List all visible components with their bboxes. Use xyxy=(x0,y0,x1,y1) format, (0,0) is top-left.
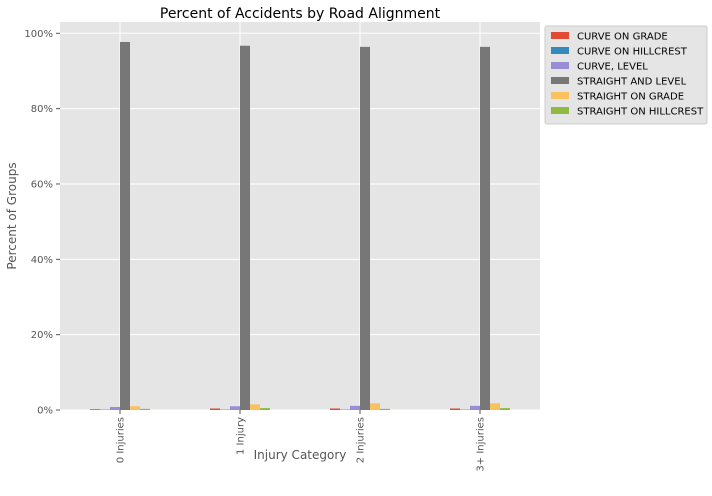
bar xyxy=(470,405,480,410)
bar xyxy=(330,408,340,410)
bar xyxy=(140,408,150,410)
bar xyxy=(210,408,220,410)
y-tick-label: 80% xyxy=(31,104,53,115)
legend-label: CURVE, LEVEL xyxy=(577,62,648,73)
legend-swatch xyxy=(551,92,569,99)
bar xyxy=(120,41,130,410)
bar xyxy=(500,408,510,410)
bar xyxy=(130,406,140,410)
bar xyxy=(250,404,260,410)
bar xyxy=(260,408,270,410)
bar xyxy=(90,409,100,410)
legend: CURVE ON GRADE CURVE ON HILLCREST CURVE, L… xyxy=(544,25,708,125)
y-axis-ticks: 0% 20% 40% 60% 80% 100% xyxy=(24,29,60,417)
legend-swatch xyxy=(551,47,569,54)
y-axis-title: Percent of Groups xyxy=(5,162,19,269)
bar xyxy=(240,45,250,410)
legend-swatch xyxy=(551,107,569,114)
bar xyxy=(490,403,500,410)
x-tick-label: 0 Injuries xyxy=(116,417,127,463)
y-tick-label: 20% xyxy=(31,330,53,341)
bar xyxy=(480,46,490,411)
x-tick-label: 3+ Injuries xyxy=(476,417,487,472)
legend-label: CURVE ON HILLCREST xyxy=(577,47,688,58)
plot-background xyxy=(60,22,540,410)
legend-label: STRAIGHT AND LEVEL xyxy=(577,77,687,88)
y-tick-label: 0% xyxy=(37,406,53,417)
bar xyxy=(370,403,380,410)
x-axis-ticks: 0 Injuries 1 Injury 2 Injuries 3+ Injuries xyxy=(116,410,487,472)
y-tick-label: 40% xyxy=(31,255,53,266)
bar xyxy=(230,406,240,410)
bar xyxy=(380,408,390,410)
x-axis-title: Injury Category xyxy=(254,448,347,462)
bar xyxy=(450,408,460,410)
legend-label: STRAIGHT ON GRADE xyxy=(577,92,684,103)
bars xyxy=(90,41,510,411)
legend-label: STRAIGHT ON HILLCREST xyxy=(577,107,704,118)
bar xyxy=(350,405,360,410)
chart-title: Percent of Accidents by Road Alignment xyxy=(160,6,441,22)
legend-box xyxy=(544,25,708,125)
x-tick-label: 2 Injuries xyxy=(356,417,367,463)
legend-swatch xyxy=(551,32,569,39)
bar xyxy=(110,406,120,410)
x-tick-label: 1 Injury xyxy=(236,417,247,455)
y-tick-label: 100% xyxy=(24,29,53,40)
bar xyxy=(360,46,370,411)
legend-swatch xyxy=(551,62,569,69)
legend-swatch xyxy=(551,77,569,84)
y-tick-label: 60% xyxy=(31,179,53,190)
legend-label: CURVE ON GRADE xyxy=(577,32,668,43)
